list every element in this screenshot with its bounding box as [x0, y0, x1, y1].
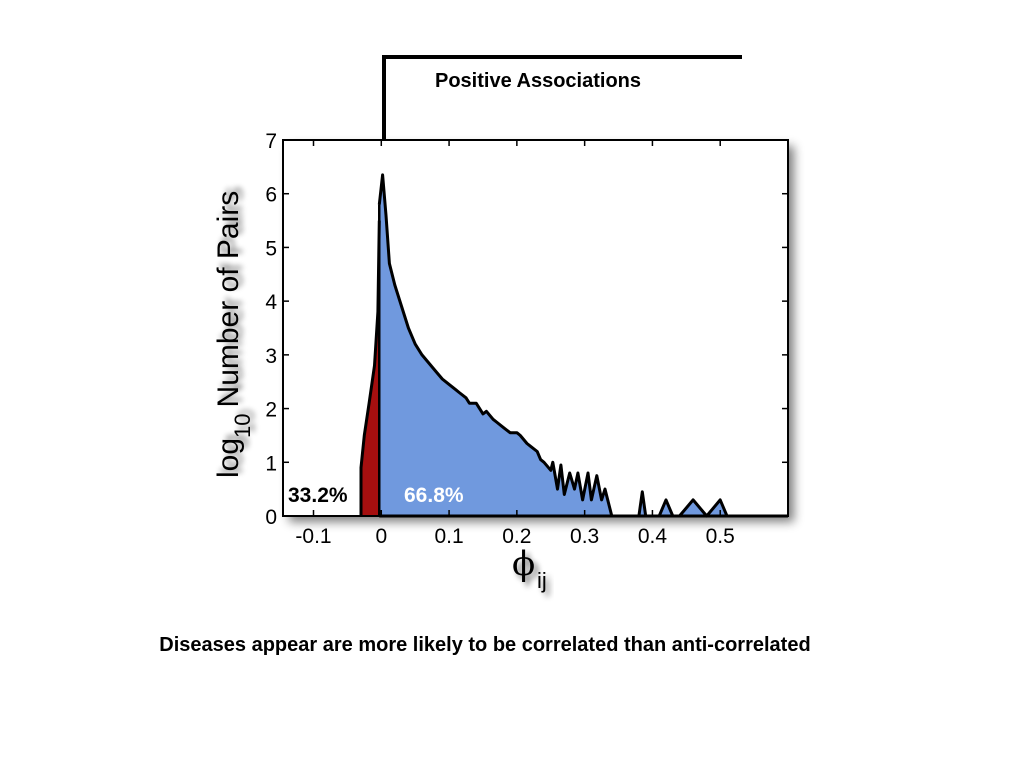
- positive-bracket: [382, 55, 742, 140]
- y-tick-label: 5: [265, 237, 277, 260]
- y-tick-label: 1: [265, 452, 277, 475]
- y-tick-label: 7: [265, 130, 277, 153]
- x-tick-label: 0: [375, 525, 387, 548]
- x-tick-label: 0.3: [570, 525, 599, 548]
- y-tick-label: 6: [265, 184, 277, 207]
- x-tick-label: 0.4: [638, 525, 668, 548]
- y-axis-subscript: 10: [230, 413, 255, 437]
- annotation-negative: 33.2%: [288, 484, 348, 507]
- x-tick-label: -0.1: [295, 525, 331, 548]
- annotation-positive: 66.8%: [404, 484, 464, 507]
- y-tick-label: 4: [265, 291, 277, 314]
- slide-caption: Diseases appear are more likely to be co…: [159, 634, 810, 656]
- y-tick-label: 2: [265, 399, 277, 422]
- y-tick-label: 3: [265, 345, 277, 368]
- plot-frame: [282, 139, 789, 517]
- area-fill-positive: [379, 174, 788, 516]
- x-tick-label: 0.2: [502, 525, 531, 548]
- distribution-chart: -0.1 0 0.1 0.2 0.3 0.4 0.5 0 1 2 3 4 5 6 7 33.2% 66.8%…: [212, 130, 789, 593]
- y-axis-prefix: log: [212, 438, 245, 478]
- x-tick-label: 0.1: [434, 525, 463, 548]
- x-tick-label: 0.5: [706, 525, 735, 548]
- y-axis-main: Number of Pairs: [212, 191, 245, 408]
- area-fill-negative: [361, 220, 380, 516]
- y-tick-label: 0: [265, 506, 277, 529]
- svg-text:log10Number of Pairs: log10 Number of Pairs: [212, 191, 255, 478]
- bracket-label: Positive Associations: [435, 70, 641, 92]
- x-axis-label: ϕ ij: [512, 544, 547, 593]
- tick-label-layer: -0.1 0 0.1 0.2 0.3 0.4 0.5 0 1 2 3 4 5 6 7: [265, 130, 735, 548]
- x-axis-symbol: ϕ: [512, 544, 535, 584]
- x-axis-subscript: ij: [537, 568, 547, 593]
- y-axis-label: log10 Number of Pairs: [212, 191, 255, 478]
